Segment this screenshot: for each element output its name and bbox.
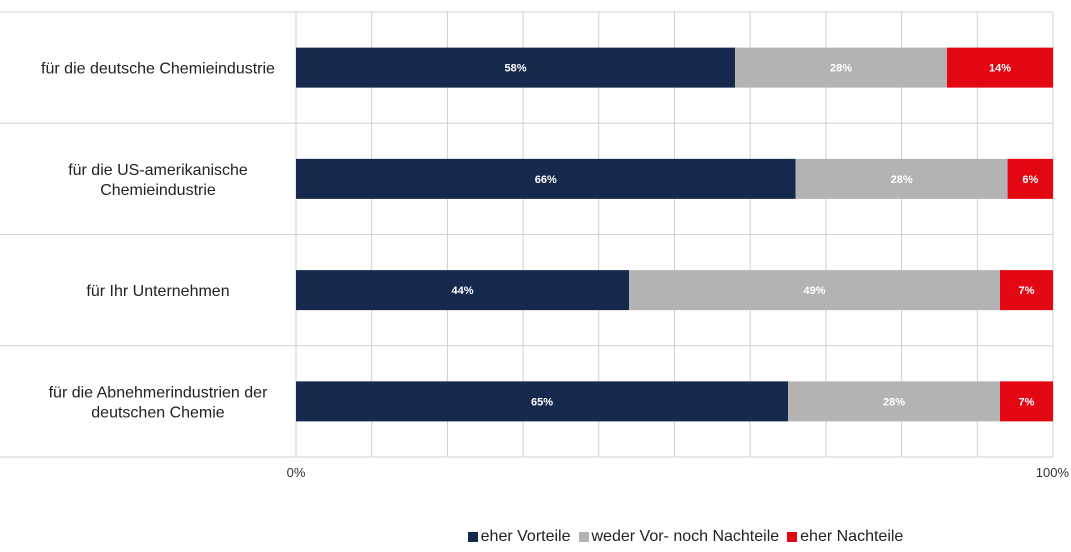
data-label: 7% bbox=[1019, 396, 1035, 408]
bar-segment bbox=[947, 47, 1053, 88]
bar-segment bbox=[1000, 381, 1053, 422]
bar-segment bbox=[788, 381, 1001, 422]
bar-segment bbox=[296, 158, 796, 199]
bar-segment bbox=[296, 270, 630, 311]
bar-segment bbox=[629, 270, 1001, 311]
data-label: 66% bbox=[535, 174, 557, 186]
legend-label: weder Vor- noch Nachteile bbox=[591, 528, 780, 545]
bars bbox=[296, 47, 1053, 422]
bar-segment bbox=[1000, 270, 1053, 311]
data-labels: 58% 28% 14% 66% 28% 6% 44% 49% 7% 65% 28% 7% bbox=[452, 63, 1039, 409]
legend-label: eher Nachteile bbox=[800, 528, 904, 545]
category-label: für die deutsche Chemieindustrie bbox=[41, 61, 275, 78]
legend-swatch bbox=[467, 532, 478, 542]
bar-segment bbox=[296, 381, 789, 422]
legend-item: eher Nachteile bbox=[787, 528, 903, 546]
legend-item: weder Vor- noch Nachteile bbox=[578, 528, 780, 546]
data-label: 58% bbox=[505, 63, 527, 75]
data-label: 28% bbox=[883, 396, 905, 408]
data-label: 49% bbox=[804, 285, 826, 297]
legend-label: eher Vorteile bbox=[480, 528, 571, 545]
data-label: 14% bbox=[989, 63, 1011, 75]
data-label: 28% bbox=[891, 174, 913, 186]
data-label: 28% bbox=[830, 63, 852, 75]
bar-segment bbox=[1007, 158, 1053, 199]
legend: eher Vorteile weder Vor- noch Nachteile eh… bbox=[0, 526, 1071, 548]
category-label: für Ihr Unternehmen bbox=[86, 283, 229, 300]
category-labels: für die deutsche Chemieindustrie für die … bbox=[41, 61, 275, 422]
bar-segment bbox=[795, 158, 1008, 199]
data-label: 6% bbox=[1022, 174, 1038, 186]
x-tick-label: 0% bbox=[287, 465, 306, 480]
data-label: 7% bbox=[1019, 285, 1035, 297]
data-label: 65% bbox=[531, 396, 553, 408]
data-label: 44% bbox=[452, 285, 474, 297]
legend-item: eher Vorteile bbox=[467, 528, 571, 546]
bar-segment bbox=[296, 47, 736, 88]
bar-segment bbox=[735, 47, 948, 88]
legend-swatch bbox=[578, 532, 589, 542]
category-label: für die Abnehmerindustrien der deutschen … bbox=[49, 384, 268, 421]
x-axis-tick-labels: 0% 100% bbox=[287, 465, 1070, 480]
x-tick-label: 100% bbox=[1036, 465, 1070, 480]
category-label: für die US-amerikanische Chemieindustrie bbox=[68, 162, 248, 199]
legend-swatch bbox=[787, 532, 798, 542]
